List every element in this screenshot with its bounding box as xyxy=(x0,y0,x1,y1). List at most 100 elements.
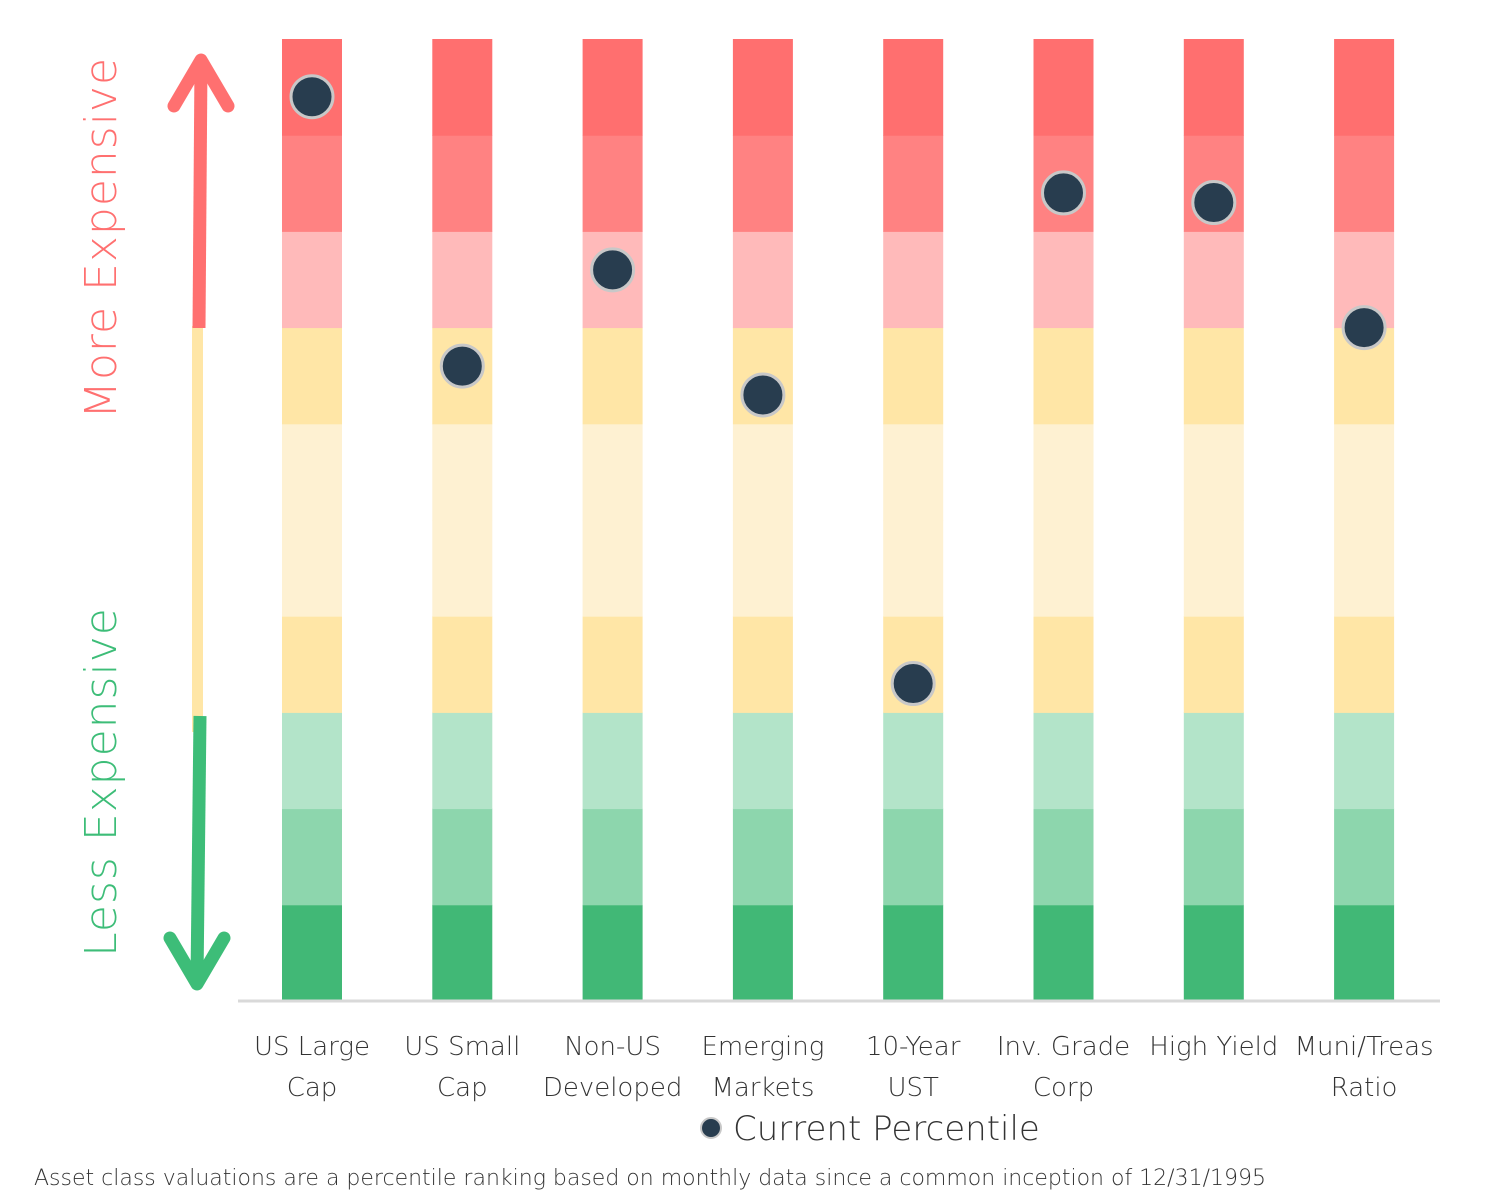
legend-marker-icon xyxy=(700,1117,722,1139)
bar-band xyxy=(282,231,342,329)
valuation-bar xyxy=(1183,39,1244,1002)
valuation-bar xyxy=(282,39,342,1002)
valuation-bar xyxy=(432,39,493,1002)
bar-band xyxy=(432,135,493,232)
bar-band xyxy=(1033,712,1094,810)
current-percentile-point xyxy=(890,661,936,707)
current-percentile-point xyxy=(740,372,786,418)
bar-band xyxy=(432,231,493,329)
category-tick-label: Non-US xyxy=(564,1032,661,1062)
category-tick-label: Corp xyxy=(1033,1073,1094,1103)
bar-band xyxy=(432,39,493,136)
bar-band xyxy=(1033,808,1094,906)
bar-band xyxy=(1334,39,1395,136)
bar-band xyxy=(1334,423,1395,521)
legend-label: Current Percentile xyxy=(733,1109,1040,1149)
bar-band xyxy=(282,327,342,425)
valuation-bar xyxy=(883,39,944,1002)
category-tick-label: Emerging xyxy=(701,1032,824,1062)
category-tick-label: UST xyxy=(887,1073,939,1103)
bar-band xyxy=(1183,423,1244,521)
bar-band xyxy=(1334,135,1395,232)
bar-band xyxy=(732,520,793,617)
bar-band xyxy=(582,423,643,521)
bar-band xyxy=(582,135,643,232)
bar-band xyxy=(1183,231,1244,329)
less-expensive-arrow-head-icon xyxy=(163,931,231,991)
bar-band xyxy=(883,423,944,521)
bar-band xyxy=(1183,904,1244,1002)
bar-band xyxy=(432,808,493,906)
bar-band xyxy=(1033,39,1094,136)
bar-band xyxy=(1033,231,1094,329)
bar-band xyxy=(732,616,793,713)
bar-band xyxy=(1183,520,1244,617)
current-percentile-point xyxy=(1041,170,1086,216)
valuation-bar xyxy=(1334,39,1395,1002)
bar-band xyxy=(282,712,342,810)
bar-band xyxy=(883,39,944,136)
bar-band xyxy=(582,904,643,1002)
valuation-direction-indicator xyxy=(163,53,235,991)
bar-band xyxy=(1033,423,1094,521)
more-expensive-arrow-shaft xyxy=(192,61,208,329)
neutral-arrow-segment xyxy=(192,326,203,732)
category-tick-label: Ratio xyxy=(1331,1073,1398,1103)
current-percentile-point xyxy=(1191,180,1237,226)
bar-band xyxy=(582,327,643,425)
valuation-bar xyxy=(582,39,643,1002)
bar-band xyxy=(282,135,342,232)
legend: Current Percentile xyxy=(700,1109,1040,1149)
category-tick-label: Cap xyxy=(287,1073,338,1103)
bar-band xyxy=(432,520,493,617)
bar-band xyxy=(883,520,944,617)
current-percentile-point xyxy=(289,74,335,120)
bar-band xyxy=(582,520,643,617)
more-expensive-label: More Expensive xyxy=(76,57,127,419)
bar-band xyxy=(1334,808,1395,906)
category-tick-label: Markets xyxy=(711,1073,814,1103)
category-tick-label: High Yield xyxy=(1149,1032,1278,1062)
bar-band xyxy=(732,904,793,1002)
bar-band xyxy=(1033,520,1094,617)
bar-band xyxy=(1334,520,1395,617)
bar-band xyxy=(1334,616,1395,713)
current-percentile-point xyxy=(439,343,485,389)
bar-band xyxy=(1183,712,1244,810)
bar-band xyxy=(582,808,643,906)
bar-band xyxy=(732,231,793,329)
valuation-bar xyxy=(732,39,793,1002)
current-percentile-point xyxy=(1341,305,1387,351)
category-tick-label: Muni/Treas xyxy=(1295,1032,1434,1062)
category-tick-label: 10-Year xyxy=(866,1032,961,1062)
less-expensive-arrow-shaft xyxy=(190,715,207,981)
valuation-bar xyxy=(1033,39,1094,1002)
bar-band xyxy=(282,520,342,617)
footnote: Asset class valuations are a percentile … xyxy=(34,1166,1266,1191)
bar-band xyxy=(883,904,944,1002)
bar-band xyxy=(282,808,342,906)
bar-band xyxy=(282,904,342,1002)
current-percentile-point xyxy=(590,247,636,293)
bar-band xyxy=(582,712,643,810)
bar-band xyxy=(1033,616,1094,713)
bar-band xyxy=(1183,616,1244,713)
bar-band xyxy=(732,39,793,136)
bar-band xyxy=(732,712,793,810)
bar-band xyxy=(883,327,944,425)
bar-band xyxy=(732,135,793,232)
bar-band xyxy=(432,616,493,713)
category-tick-label: US Small xyxy=(404,1032,520,1062)
bar-band xyxy=(582,616,643,713)
bar-band xyxy=(432,423,493,521)
bar-band xyxy=(883,231,944,329)
category-tick-label: Developed xyxy=(543,1073,683,1103)
bar-band xyxy=(1183,808,1244,906)
bar-band xyxy=(732,808,793,906)
less-expensive-label: Less Expensive xyxy=(76,607,127,957)
bar-band xyxy=(1334,904,1395,1002)
more-expensive-arrow-head-icon xyxy=(167,53,235,113)
bar-band xyxy=(1334,712,1395,810)
bar-band xyxy=(883,135,944,232)
